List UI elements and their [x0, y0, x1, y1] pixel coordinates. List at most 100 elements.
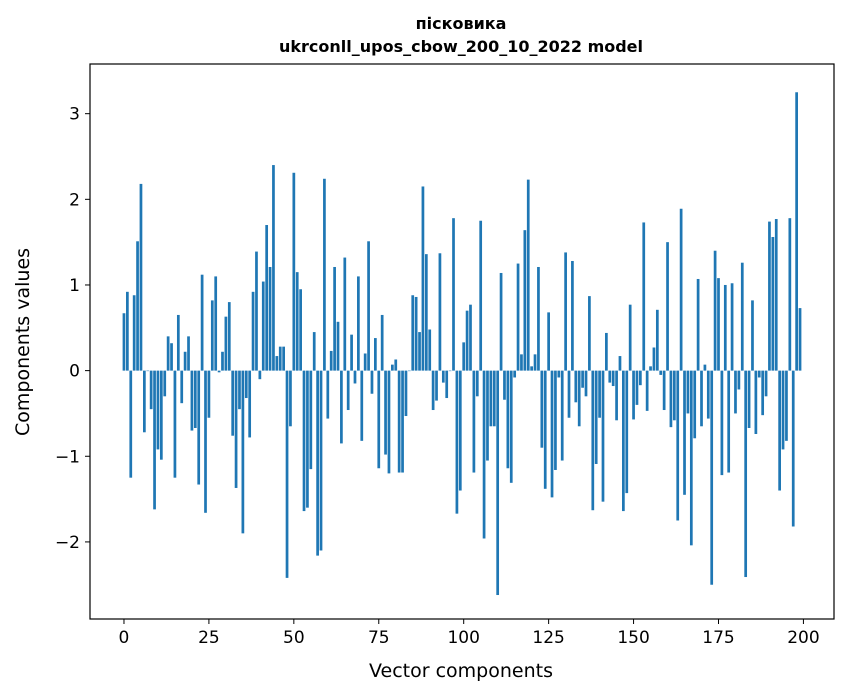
bar-54	[306, 370, 309, 508]
bar-158	[659, 370, 663, 375]
bar-108	[489, 370, 493, 427]
x-tick-label-150: 150	[617, 628, 649, 648]
bar-116	[516, 263, 520, 371]
bar-80	[394, 359, 398, 371]
bar-181	[737, 370, 741, 390]
bar-129	[560, 370, 564, 461]
bar-76	[380, 314, 384, 371]
bar-72	[367, 241, 370, 371]
x-tick-label-50: 50	[283, 628, 305, 648]
bar-113	[506, 370, 510, 469]
bar-65	[343, 257, 347, 371]
bar-62	[333, 266, 336, 371]
y-tick-label-3: 3	[69, 105, 80, 125]
bar-85	[411, 295, 415, 371]
y-tick-label-1: 1	[69, 276, 80, 296]
bar-96	[448, 370, 452, 372]
bar-67	[350, 334, 353, 371]
bar-182	[740, 262, 744, 371]
chart-title-line1: пісковика	[416, 14, 507, 33]
bar-142	[605, 332, 608, 371]
bar-49	[289, 370, 292, 427]
bar-103	[472, 370, 476, 473]
bar-194	[781, 370, 785, 450]
bar-98	[455, 370, 459, 514]
bar-32	[231, 370, 235, 436]
bar-102	[469, 304, 472, 371]
bar-21	[193, 370, 197, 428]
bar-176	[720, 370, 724, 476]
bar-79	[391, 364, 394, 371]
bar-147	[622, 370, 625, 512]
bar-136	[584, 370, 588, 397]
chart-title-line2: ukrconll_upos_cbow_200_10_2022 model	[279, 37, 643, 56]
bar-38	[251, 291, 255, 371]
bar-111	[499, 272, 503, 371]
bar-177	[723, 284, 727, 371]
bar-104	[475, 370, 479, 397]
bar-5	[139, 183, 143, 371]
bar-117	[520, 354, 523, 371]
bar-86	[414, 296, 418, 371]
x-tick-label-75: 75	[368, 628, 390, 648]
bar-75	[377, 370, 381, 469]
bar-55	[309, 370, 313, 470]
bar-135	[581, 370, 584, 388]
bar-14	[170, 343, 173, 371]
bar-198	[795, 92, 798, 371]
bar-74	[374, 338, 377, 371]
bar-145	[615, 370, 618, 421]
bar-64	[340, 370, 343, 444]
x-tick-label-125: 125	[532, 628, 564, 648]
bar-173	[710, 370, 714, 585]
bar-139	[594, 370, 598, 464]
bar-166	[686, 370, 690, 414]
y-axis-ticks: −2 −1 0 1 2 3	[55, 105, 90, 553]
bar-127	[554, 370, 557, 470]
bar-161	[669, 370, 673, 428]
bar-195	[785, 370, 788, 441]
bar-196	[788, 218, 792, 371]
bar-138	[591, 370, 595, 511]
bar-152	[639, 370, 642, 386]
bar-13	[166, 336, 170, 371]
y-tick-label-2: 2	[69, 190, 80, 210]
y-tick-label--2: −2	[55, 533, 80, 553]
bar-71	[363, 353, 367, 371]
bar-159	[662, 370, 666, 411]
bar-121	[533, 354, 537, 371]
bar-192	[774, 219, 778, 371]
bar-114	[509, 370, 513, 483]
y-axis-label: Components values	[12, 248, 34, 436]
bar-130	[564, 252, 567, 371]
bar-29	[221, 351, 224, 371]
bar-120	[530, 366, 533, 371]
bar-68	[353, 370, 357, 384]
bar-154	[645, 370, 649, 411]
bar-58	[319, 370, 323, 551]
bar-83	[404, 370, 408, 417]
bar-162	[672, 370, 676, 421]
bar-47	[282, 346, 285, 371]
bar-146	[618, 356, 622, 371]
bar-70	[360, 370, 364, 441]
bar-105	[479, 220, 483, 371]
bar-189	[764, 370, 768, 397]
bar-178	[727, 370, 731, 473]
bar-95	[445, 370, 449, 399]
bar-144	[611, 370, 615, 387]
bar-51	[295, 272, 299, 371]
bar-149	[628, 304, 632, 371]
bar-34	[238, 370, 241, 410]
bar-56	[312, 332, 316, 371]
bar-119	[526, 179, 530, 371]
bar-184	[747, 370, 751, 428]
bar-11	[159, 370, 163, 460]
bar-153	[642, 222, 646, 371]
x-axis-ticks: 0 25 50 75 100 125 150 175 200	[119, 619, 820, 648]
bar-180	[734, 370, 737, 414]
bar-134	[577, 370, 581, 427]
bar-3	[132, 295, 136, 371]
y-tick-label-0: 0	[69, 362, 80, 382]
